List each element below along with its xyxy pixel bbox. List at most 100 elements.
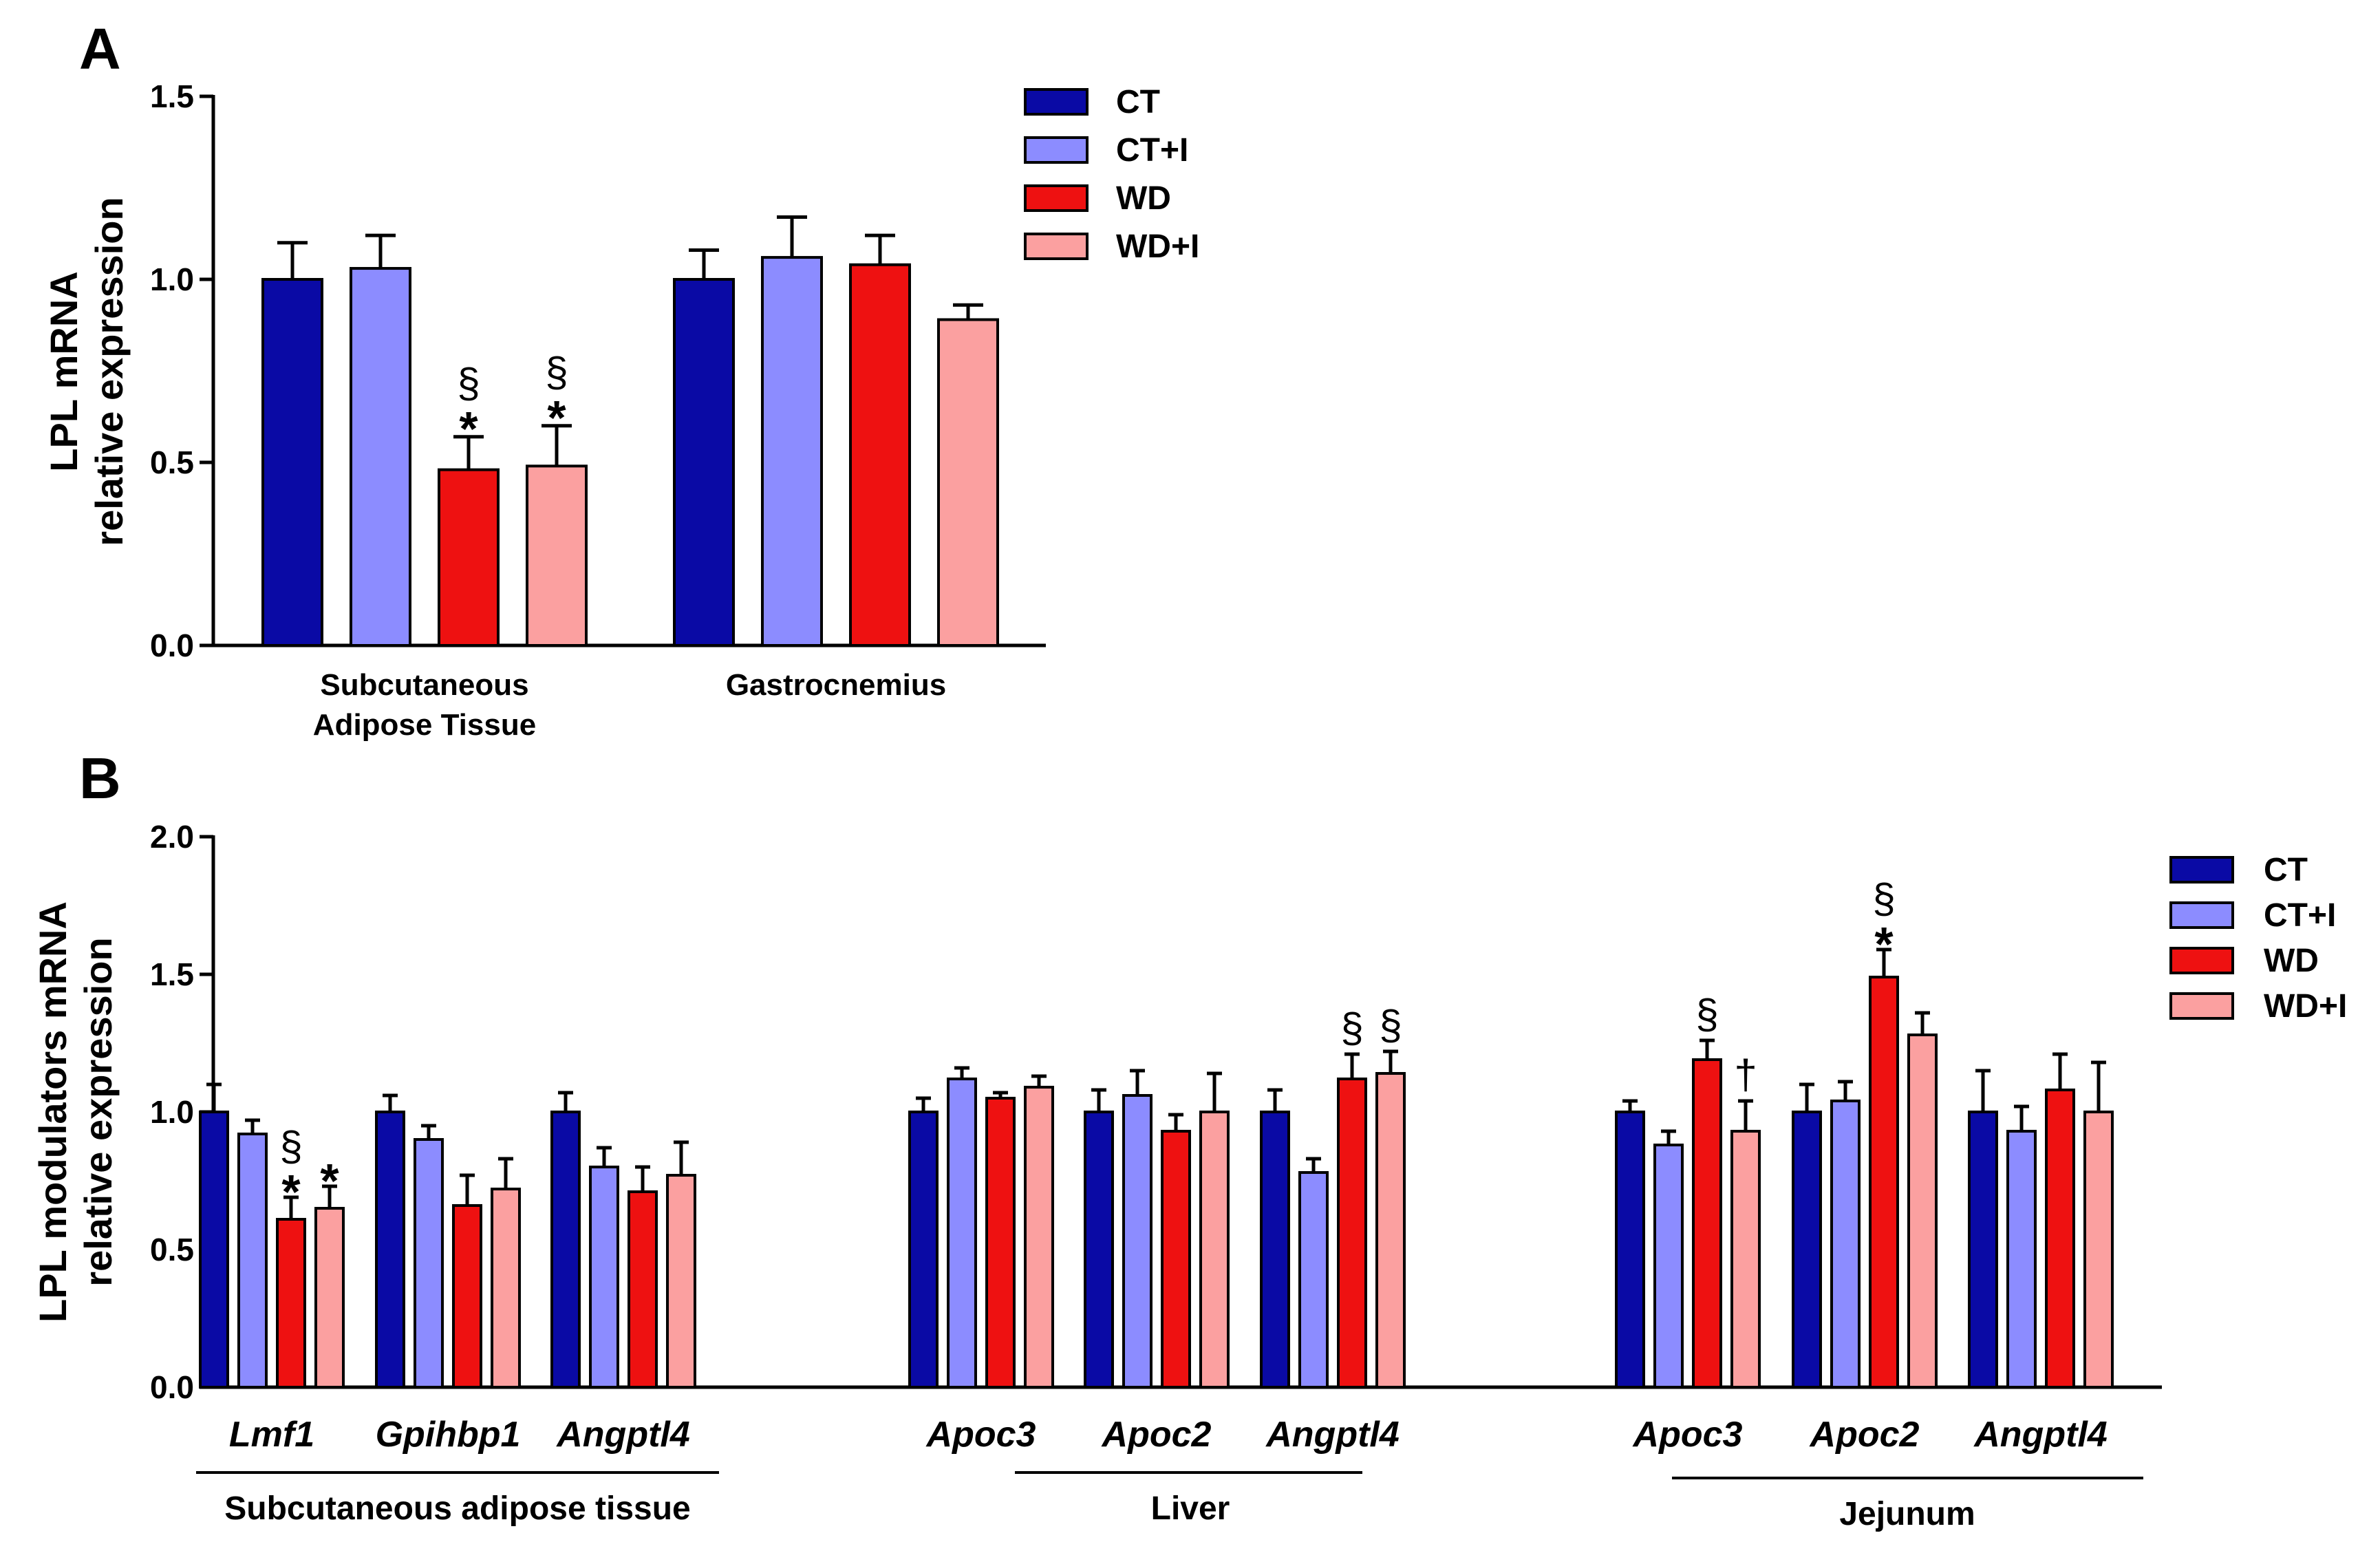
y-tick-label: 1.0 [150, 1094, 194, 1130]
bar [1792, 1111, 1822, 1389]
bar [1907, 1034, 1938, 1389]
bar [1122, 1094, 1153, 1389]
bar [526, 464, 588, 647]
bar [314, 1207, 345, 1389]
legend-swatch [2169, 992, 2234, 1020]
legend-label: WD+I [2264, 988, 2347, 1025]
tissue-label: Liver [1151, 1490, 1230, 1527]
bar [414, 1138, 444, 1389]
significance-marker: § [1872, 875, 1895, 921]
bar [937, 318, 999, 647]
panel-b: B 0.0 0.5 1.0 1.5 2.0 LPL modulators mRNA rela… [31, 746, 2347, 1532]
y-axis-label-line1: LPL modulators mRNA [31, 901, 74, 1323]
y-tick-label: 0.5 [150, 445, 194, 480]
bar [628, 1190, 658, 1389]
bar [1653, 1144, 1684, 1389]
y-axis-label-line1: LPL mRNA [42, 271, 85, 471]
significance-marker: * [281, 1165, 301, 1219]
bar [350, 267, 411, 647]
legend-label: WD [2264, 943, 2319, 979]
bar [1084, 1111, 1114, 1389]
legend-label: WD+I [1116, 228, 1199, 265]
bar [375, 1111, 405, 1389]
panel-a-letter: A [79, 17, 121, 81]
panel-a: A 0.0 0.5 1.0 1.5 LPL mRNA relative expressio… [42, 17, 1199, 742]
x-gene-label: Angptl4 [1265, 1415, 1400, 1455]
significance-marker: † [1734, 1051, 1757, 1097]
bar [666, 1174, 696, 1389]
bar [589, 1166, 619, 1389]
significance-marker: * [1874, 917, 1894, 971]
x-category-label: Adipose Tissue [313, 708, 536, 742]
bar [276, 1218, 306, 1389]
bar [761, 256, 823, 647]
bar [947, 1078, 977, 1389]
y-axis-label-line2: relative expression [76, 937, 120, 1286]
panel-b-letter: B [79, 746, 121, 811]
bar [237, 1133, 268, 1389]
x-gene-label: Angptl4 [555, 1415, 690, 1455]
bar [438, 468, 500, 647]
y-tick-label: 1.5 [150, 956, 194, 992]
significance-marker: * [459, 402, 478, 456]
legend-label: CT+I [1116, 132, 1188, 169]
bar [673, 278, 735, 647]
significance-marker: * [547, 391, 566, 445]
x-gene-label: Apoc3 [1632, 1415, 1743, 1455]
bar [452, 1204, 482, 1389]
bar [2083, 1111, 2114, 1389]
y-tick-label: 2.0 [150, 819, 194, 855]
bar [1337, 1078, 1367, 1389]
x-gene-label: Lmf1 [229, 1415, 314, 1455]
legend-label: CT [1116, 84, 1160, 120]
significance-marker: § [1695, 991, 1718, 1037]
bar [491, 1188, 521, 1389]
x-gene-label: Apoc3 [925, 1415, 1036, 1455]
bar [1199, 1111, 1230, 1389]
legend-swatch [2169, 947, 2234, 974]
y-tick-label: 1.5 [150, 78, 194, 114]
bar [1024, 1086, 1054, 1389]
bar [849, 263, 911, 647]
y-axis-label-line2: relative expression [87, 197, 131, 546]
legend-swatch [1024, 136, 1089, 164]
bar [1375, 1072, 1406, 1389]
bar [261, 278, 323, 647]
bar [985, 1097, 1016, 1389]
x-category-label: Gastrocnemius [726, 668, 946, 702]
significance-marker: * [320, 1154, 339, 1208]
tissue-label: Subcutaneous adipose tissue [224, 1490, 690, 1527]
significance-marker: § [457, 360, 480, 406]
bar [1615, 1111, 1645, 1389]
y-tick-label: 1.0 [150, 261, 194, 297]
bar [1260, 1111, 1290, 1389]
legend-swatch [1024, 88, 1089, 116]
bar [199, 1111, 229, 1389]
x-gene-label: Apoc2 [1101, 1415, 1212, 1455]
legend-swatch [1024, 184, 1089, 212]
x-category-label: Subcutaneous [320, 668, 528, 702]
legend-label: CT+I [2264, 897, 2336, 934]
legend-swatch [2169, 856, 2234, 884]
tissue-label: Jejunum [1839, 1496, 1975, 1532]
significance-marker: § [279, 1123, 302, 1169]
y-tick-label: 0.0 [150, 1369, 194, 1405]
legend-swatch [1024, 233, 1089, 260]
legend-label: CT [2264, 852, 2308, 888]
bar [1692, 1058, 1722, 1389]
x-gene-label: Gpihbp1 [376, 1415, 521, 1455]
bar [2006, 1130, 2037, 1389]
bar [1298, 1171, 1329, 1389]
significance-marker: § [1340, 1005, 1363, 1051]
y-tick-label: 0.0 [150, 628, 194, 663]
legend-label: WD [1116, 180, 1171, 217]
significance-marker: § [545, 349, 568, 395]
bar [2045, 1089, 2075, 1389]
bar [1830, 1100, 1861, 1389]
legend-swatch [2169, 901, 2234, 929]
bar [1161, 1130, 1191, 1389]
bar [1968, 1111, 1998, 1389]
significance-marker: § [1379, 1002, 1402, 1048]
x-gene-label: Angptl4 [1973, 1415, 2108, 1455]
